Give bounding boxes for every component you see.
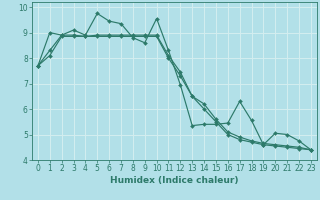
X-axis label: Humidex (Indice chaleur): Humidex (Indice chaleur) <box>110 176 239 185</box>
